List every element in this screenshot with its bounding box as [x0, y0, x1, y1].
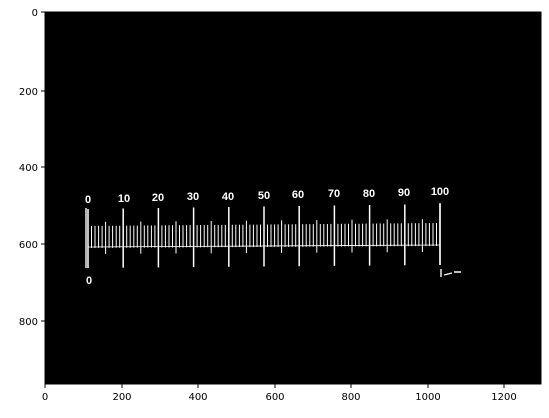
x-tick-label: 800 — [341, 392, 360, 403]
ruler-label: 90 — [398, 187, 410, 199]
ruler-label: 70 — [328, 188, 340, 200]
ruler-graphic: 0 10 20 30 40 50 60 70 80 90 100 0 — [85, 186, 461, 287]
ruler-label: 50 — [258, 190, 270, 202]
ruler-label: 100 — [431, 186, 449, 198]
y-tick-label: 800 — [19, 317, 38, 328]
ruler-label: 10 — [118, 193, 130, 205]
x-axis: 0 200 400 600 800 1000 1200 — [42, 384, 517, 403]
y-tick-label: 600 — [19, 240, 38, 251]
x-tick-label: 1000 — [415, 392, 440, 403]
axes-frame — [44, 11, 542, 385]
x-tick-label: 200 — [112, 392, 131, 403]
ruler-label: 30 — [187, 191, 199, 203]
ruler-bottom-right-mark — [440, 269, 461, 277]
ruler-label: 80 — [363, 188, 375, 200]
ruler-number-labels: 0 10 20 30 40 50 60 70 80 90 100 — [85, 186, 449, 206]
x-tick-label: 600 — [265, 392, 284, 403]
y-tick-label: 0 — [32, 8, 38, 19]
y-tick-label: 200 — [19, 87, 38, 98]
y-tick-label: 400 — [19, 163, 38, 174]
ruler-baseline — [87, 244, 441, 248]
x-tick-label: 0 — [42, 392, 48, 403]
ruler-major-ticks — [87, 204, 441, 268]
image-panel — [45, 12, 541, 384]
ruler-dense-ticks — [91, 219, 437, 254]
ruler-label: 20 — [152, 192, 164, 204]
ruler-label: 40 — [222, 191, 234, 203]
y-axis: 0 200 400 600 800 — [19, 8, 45, 328]
x-tick-label: 1200 — [491, 392, 516, 403]
x-tick-label: 400 — [188, 392, 207, 403]
ruler-label: 60 — [292, 189, 304, 201]
ruler-label: 0 — [85, 194, 91, 206]
ruler-bottom-label: 0 — [86, 275, 92, 287]
